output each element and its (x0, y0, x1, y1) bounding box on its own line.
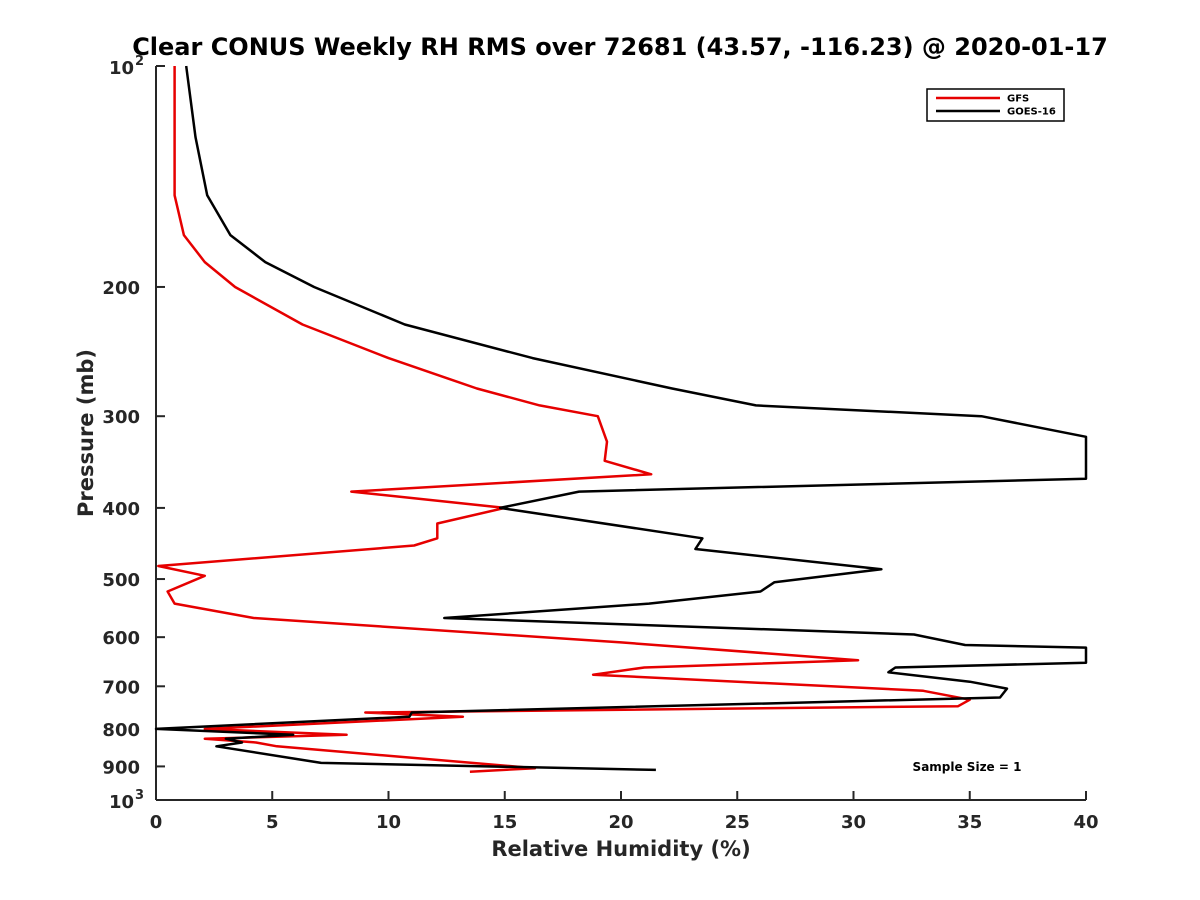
x-tick-label: 35 (957, 812, 982, 833)
legend-label-goes16: GOES-16 (1007, 107, 1056, 118)
chart-title: Clear CONUS Weekly RH RMS over 72681 (43… (132, 33, 1108, 61)
x-tick-label: 10 (376, 812, 401, 833)
x-tick-label: 5 (266, 812, 279, 833)
sample-size-annotation: Sample Size = 1 (913, 760, 1022, 774)
x-tick-label: 15 (492, 812, 517, 833)
legend-label-gfs: GFS (1007, 94, 1029, 105)
y-tick-label: 900 (102, 757, 140, 778)
y-tick-label: 10 (109, 58, 134, 79)
y-tick-label: 700 (102, 677, 140, 698)
legend: GFS GOES-16 (926, 88, 1065, 122)
x-axis-ticks: 0 5 10 15 20 25 30 35 40 (150, 791, 1099, 833)
plot-area (156, 66, 1086, 800)
y-tick-exponent: 2 (135, 54, 144, 69)
y-axis-label: Pressure (mb) (74, 349, 98, 517)
series-lines (154, 65, 1088, 773)
x-tick-label: 30 (841, 812, 866, 833)
x-tick-label: 20 (608, 812, 633, 833)
y-tick-label: 200 (102, 278, 140, 299)
y-tick-label: 800 (102, 720, 140, 741)
y-tick-label: 10 (109, 792, 134, 813)
legend-box (926, 88, 1065, 122)
y-tick-label: 400 (102, 499, 140, 520)
series-line-gfs (157, 66, 972, 773)
x-tick-label: 25 (725, 812, 750, 833)
y-tick-label: 300 (102, 407, 140, 428)
x-tick-label: 0 (150, 812, 163, 833)
x-axis-label: Relative Humidity (%) (491, 837, 750, 861)
series-line-goes16 (154, 65, 1088, 772)
y-tick-label: 600 (102, 628, 140, 649)
plot-axes (155, 66, 1086, 801)
x-tick-label: 40 (1073, 812, 1098, 833)
y-tick-label: 500 (102, 570, 140, 591)
y-tick-exponent: 3 (135, 788, 144, 803)
